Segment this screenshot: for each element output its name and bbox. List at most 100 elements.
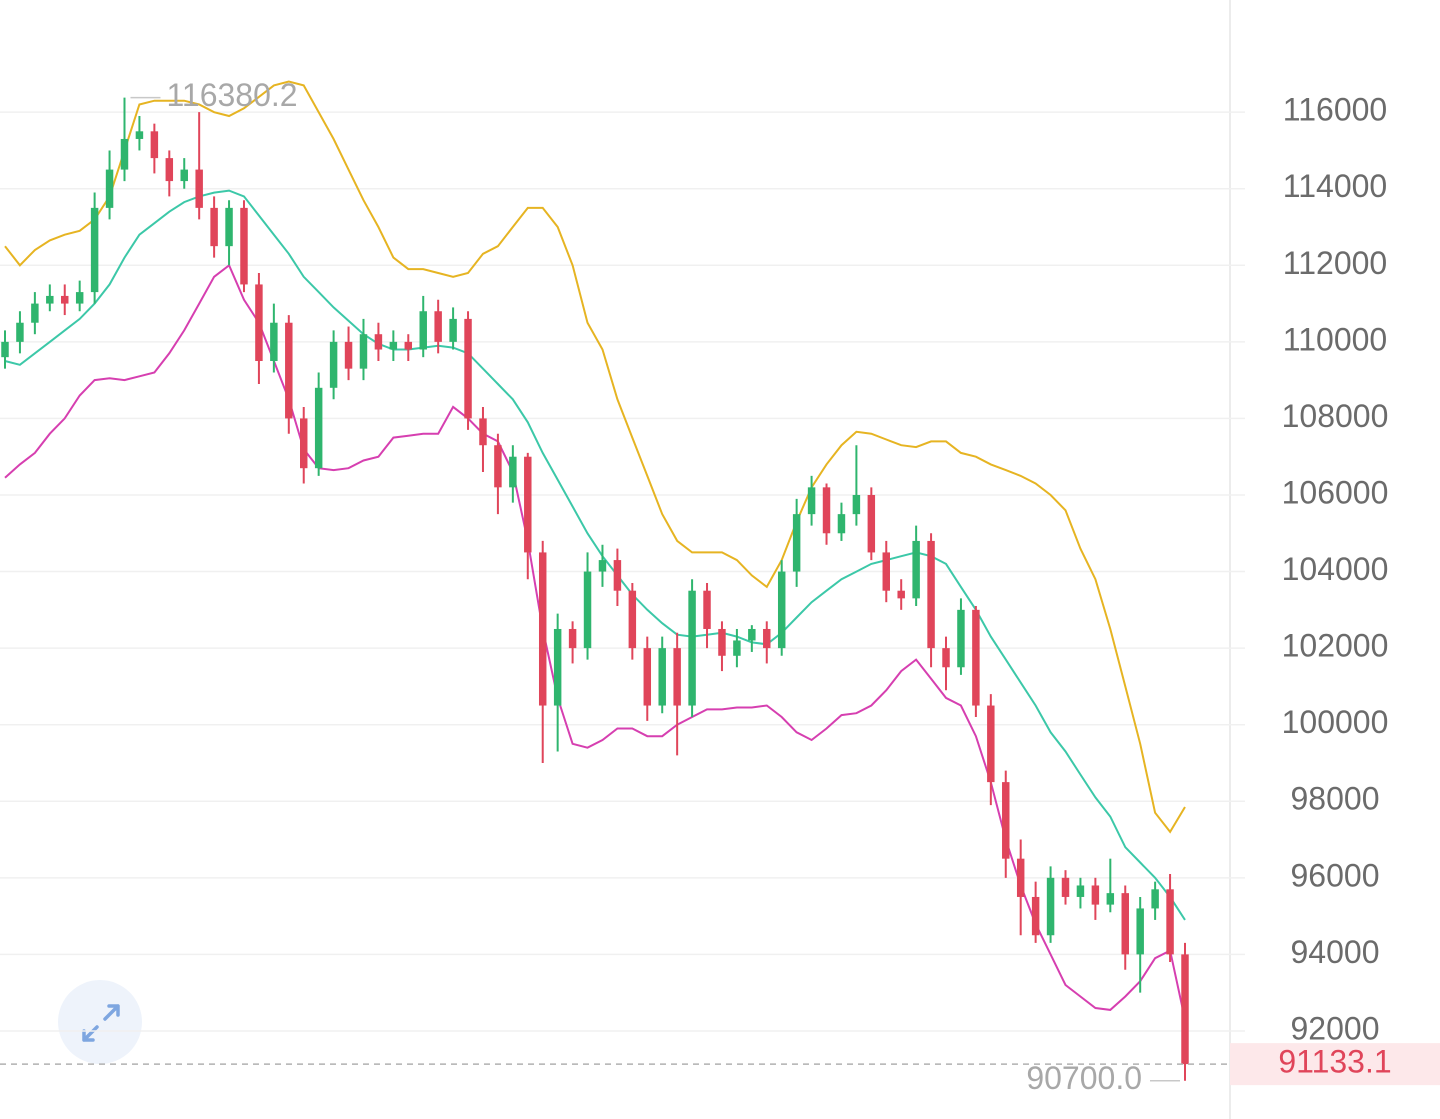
candle-body bbox=[404, 341, 413, 350]
candle-body bbox=[150, 131, 159, 159]
last-price-label: 91133.1 bbox=[1278, 1044, 1391, 1080]
candle-body bbox=[16, 322, 24, 342]
candle-body bbox=[90, 207, 99, 293]
band-line bbox=[4, 263, 1186, 1020]
candle-body bbox=[1031, 896, 1040, 936]
candle-body bbox=[61, 295, 69, 304]
candle-body bbox=[822, 487, 831, 534]
candle-body bbox=[927, 540, 935, 649]
candle-body bbox=[419, 311, 427, 350]
candle-body bbox=[1091, 885, 1100, 905]
candle-body bbox=[942, 648, 950, 668]
y-tick-label: 94000 bbox=[1291, 934, 1380, 970]
candle-body bbox=[1166, 889, 1174, 955]
candle-body bbox=[658, 648, 666, 706]
y-tick-label: 102000 bbox=[1282, 628, 1389, 664]
candle-body bbox=[464, 318, 472, 419]
candle-body bbox=[613, 560, 622, 591]
y-tick-label: 110000 bbox=[1283, 321, 1387, 357]
candle-body bbox=[494, 445, 502, 488]
candle-body bbox=[763, 628, 771, 649]
candle-body bbox=[1, 341, 9, 358]
y-tick-label: 116000 bbox=[1283, 92, 1387, 128]
candle-body bbox=[897, 590, 905, 599]
candle-body bbox=[135, 131, 144, 139]
candle-body bbox=[240, 207, 248, 285]
y-tick-label: 96000 bbox=[1291, 857, 1380, 893]
candle-body bbox=[344, 341, 353, 369]
candle-body bbox=[852, 494, 861, 515]
candle-body bbox=[792, 514, 801, 572]
candle-body bbox=[180, 169, 188, 182]
y-tick-label: 98000 bbox=[1291, 781, 1380, 817]
expand-button[interactable] bbox=[58, 980, 142, 1064]
candle-body bbox=[329, 341, 338, 388]
candle-body bbox=[270, 322, 278, 362]
y-tick-label: 92000 bbox=[1291, 1010, 1380, 1046]
candle-body bbox=[538, 552, 547, 706]
candle-body bbox=[1121, 893, 1129, 955]
candle-body bbox=[912, 540, 920, 599]
candle-body bbox=[643, 648, 652, 706]
candle-body bbox=[688, 590, 696, 706]
candle-body bbox=[509, 456, 517, 488]
candle-body bbox=[105, 169, 114, 208]
candle-body bbox=[479, 418, 487, 446]
candle-body bbox=[255, 284, 263, 362]
candle-body bbox=[31, 303, 39, 323]
y-tick-label: 108000 bbox=[1282, 398, 1389, 434]
candle-body bbox=[1106, 893, 1115, 905]
candle-body bbox=[598, 560, 607, 572]
candle-body bbox=[628, 590, 637, 649]
y-tick-label: 104000 bbox=[1282, 551, 1389, 587]
candle-body bbox=[195, 169, 203, 208]
max-label: 116380.2 bbox=[166, 77, 297, 113]
candle-body bbox=[524, 456, 532, 553]
candle-body bbox=[1181, 954, 1189, 1065]
min-label: 90700.0 bbox=[1026, 1060, 1142, 1096]
candle-body bbox=[1016, 858, 1025, 897]
candle-body bbox=[1151, 889, 1159, 909]
candle-body bbox=[553, 628, 562, 706]
candle-body bbox=[225, 207, 233, 247]
candle-body bbox=[374, 334, 383, 350]
candle-body bbox=[882, 552, 890, 591]
candle-body bbox=[314, 387, 323, 469]
last-price-box bbox=[1230, 1043, 1440, 1086]
candle-body bbox=[389, 341, 398, 350]
y-tick-label: 100000 bbox=[1282, 704, 1389, 740]
candle-body bbox=[1061, 877, 1070, 897]
y-tick-label: 106000 bbox=[1282, 474, 1389, 510]
candle-body bbox=[583, 571, 592, 649]
candle-body bbox=[210, 207, 218, 247]
candle-body bbox=[987, 705, 995, 783]
band-line bbox=[4, 80, 1186, 834]
candle-body bbox=[733, 640, 741, 656]
candle-body bbox=[748, 628, 756, 641]
candle-body bbox=[300, 418, 308, 469]
candle-body bbox=[1046, 877, 1055, 936]
candle-body bbox=[120, 138, 129, 170]
candle-body bbox=[807, 487, 816, 515]
y-tick-label: 112000 bbox=[1283, 245, 1387, 281]
candle-body bbox=[449, 318, 457, 342]
candle-body bbox=[1076, 885, 1085, 897]
y-tick-label: 114000 bbox=[1283, 168, 1387, 204]
candle-body bbox=[1002, 782, 1010, 859]
candle-body bbox=[568, 628, 577, 649]
candle-body bbox=[1136, 908, 1144, 955]
candle-body bbox=[75, 292, 84, 304]
candle-body bbox=[718, 628, 726, 656]
expand-button-bg[interactable] bbox=[58, 980, 142, 1064]
candle-body bbox=[972, 609, 980, 706]
candle-body bbox=[165, 158, 174, 182]
expand-icon[interactable] bbox=[82, 1004, 120, 1042]
candle-body bbox=[434, 311, 442, 342]
candle-body bbox=[46, 295, 54, 304]
candle-body bbox=[957, 609, 965, 668]
candle-body bbox=[837, 514, 846, 534]
candle-body bbox=[777, 571, 786, 649]
candle-body bbox=[285, 322, 293, 419]
candle-body bbox=[359, 334, 368, 369]
